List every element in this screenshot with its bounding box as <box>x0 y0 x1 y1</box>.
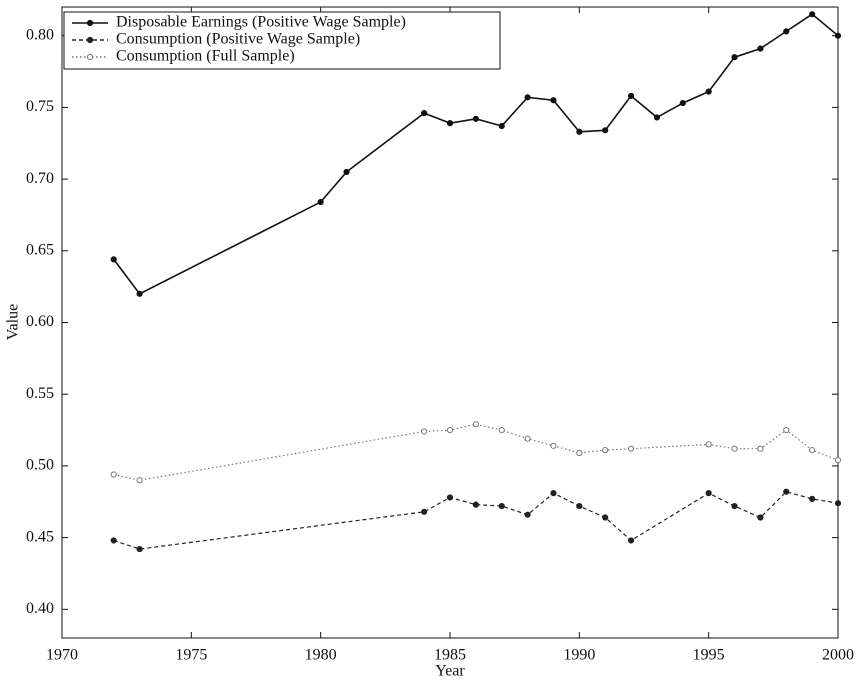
y-tick-label: 0.40 <box>26 600 54 617</box>
data-point <box>421 428 428 435</box>
data-point <box>757 45 764 52</box>
x-tick-label: 2000 <box>822 647 854 664</box>
x-tick-label: 1985 <box>434 647 466 664</box>
data-point <box>705 88 712 95</box>
x-tick-label: 1970 <box>46 647 78 664</box>
data-point <box>317 198 324 206</box>
y-axis-label: Value <box>5 304 22 340</box>
data-point <box>446 426 454 434</box>
legend-box <box>63 11 501 70</box>
data-point <box>421 110 428 117</box>
x-tick-label: 1990 <box>563 647 595 664</box>
legend-marker <box>86 36 94 44</box>
data-point <box>783 28 790 35</box>
data-point <box>731 445 738 452</box>
data-point <box>576 502 583 510</box>
data-point <box>421 508 428 515</box>
series-line <box>113 423 839 481</box>
data-point <box>705 490 712 497</box>
data-point <box>524 435 531 442</box>
y-tick-label: 0.55 <box>26 385 54 402</box>
data-point <box>136 545 143 553</box>
legend-label: Consumption (Full Sample) <box>116 48 295 65</box>
y-tick-label: 0.70 <box>26 170 54 187</box>
data-point <box>472 421 479 428</box>
data-point <box>783 426 790 434</box>
data-point <box>834 457 842 464</box>
data-point <box>446 120 454 127</box>
legend-label: Consumption (Positive Wage Sample) <box>116 31 360 48</box>
y-tick-label: 0.50 <box>26 457 54 474</box>
data-point <box>731 54 738 61</box>
data-point <box>757 445 764 452</box>
x-axis-label: Year <box>435 663 465 680</box>
data-point <box>446 494 454 501</box>
y-tick-label: 0.65 <box>26 241 54 258</box>
data-point <box>653 114 661 121</box>
data-point <box>550 490 557 497</box>
data-point <box>809 447 816 454</box>
data-point <box>343 168 350 176</box>
legend-marker <box>86 53 94 61</box>
x-tick-label: 1980 <box>305 647 337 664</box>
y-tick-label: 0.45 <box>26 528 54 545</box>
data-point <box>809 495 816 502</box>
data-point <box>809 11 816 18</box>
data-point <box>705 441 712 448</box>
y-tick-label: 0.60 <box>26 313 54 330</box>
data-point <box>550 442 557 449</box>
data-point <box>110 537 117 544</box>
data-point <box>602 127 609 134</box>
data-point <box>627 445 635 452</box>
data-point <box>576 128 583 135</box>
data-point <box>834 32 842 39</box>
data-point <box>757 514 764 521</box>
y-tick-label: 0.80 <box>26 26 54 43</box>
x-tick-label: 1995 <box>693 647 725 664</box>
x-tick-label: 1975 <box>175 647 207 664</box>
data-point <box>627 92 635 100</box>
series-line <box>113 491 839 550</box>
data-point <box>550 97 557 104</box>
data-point <box>110 256 117 263</box>
y-tick-label: 0.75 <box>26 98 54 115</box>
data-point <box>602 514 609 521</box>
data-point <box>576 449 583 457</box>
data-point <box>783 488 790 495</box>
data-point <box>472 115 479 122</box>
legend-label: Disposable Earnings (Positive Wage Sampl… <box>116 14 406 31</box>
data-point <box>136 477 143 484</box>
data-point <box>498 426 505 434</box>
data-point <box>110 471 117 478</box>
data-point <box>472 501 479 508</box>
data-point <box>136 290 143 297</box>
data-point <box>524 511 531 518</box>
data-point <box>524 94 531 101</box>
legend-marker <box>86 19 94 27</box>
data-point <box>498 122 505 130</box>
data-point <box>602 447 609 454</box>
data-point <box>627 537 635 544</box>
data-point <box>834 500 842 507</box>
plot-frame <box>61 6 839 639</box>
data-point <box>498 502 505 510</box>
data-point <box>731 502 738 510</box>
data-point <box>679 99 686 107</box>
